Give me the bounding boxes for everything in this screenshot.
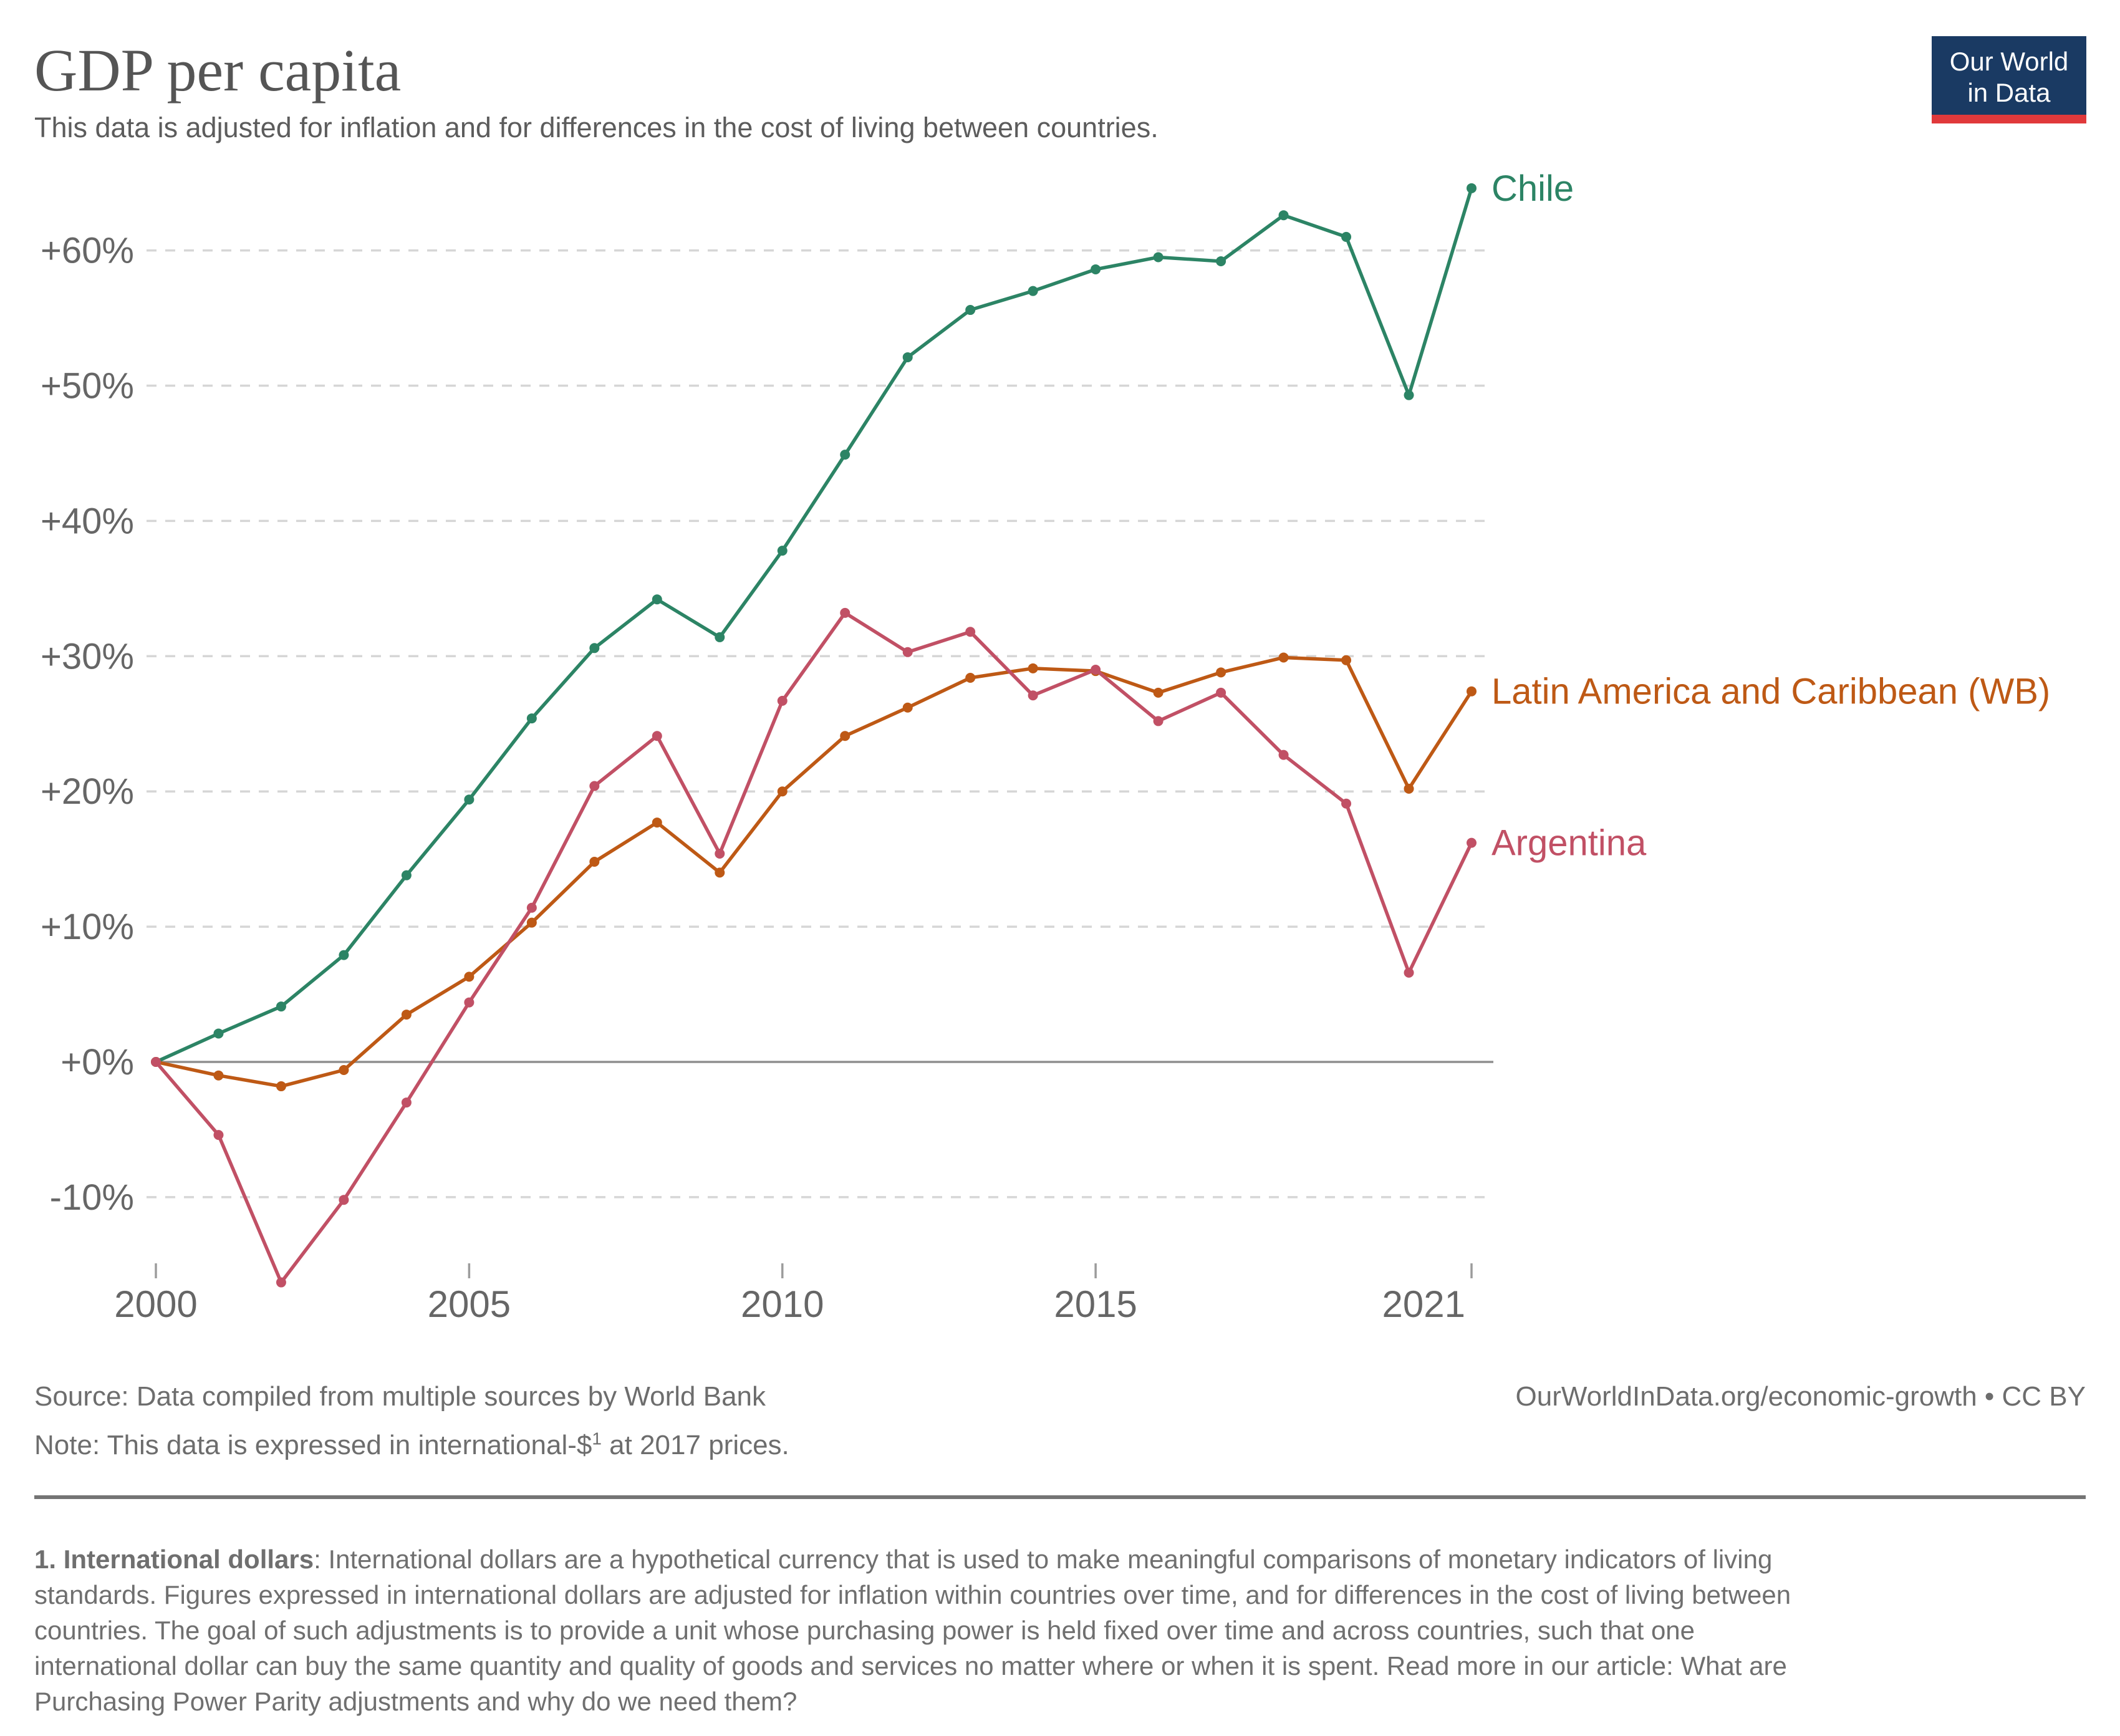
series-point-chile-2008[interactable]: [652, 594, 662, 605]
chart-subtitle: This data is adjusted for inflation and …: [34, 112, 1159, 143]
series-point-latin-america-and-caribbean-wb-2013[interactable]: [965, 673, 976, 683]
series-point-chile-2005[interactable]: [464, 794, 475, 805]
footnote-term: 1. International dollars: [34, 1545, 314, 1574]
series-point-argentina-2001[interactable]: [213, 1130, 224, 1140]
attribution-url: OurWorldInData.org/economic-growth • CC …: [1515, 1381, 2086, 1412]
series-point-latin-america-and-caribbean-wb-2004[interactable]: [401, 1010, 412, 1020]
line-chart[interactable]: +60% +50% +40% +30% +20% +10% +0% -10% 2000 2005 2…: [0, 0, 2120, 1359]
series-point-argentina-2019[interactable]: [1341, 798, 1352, 809]
series-point-latin-america-and-caribbean-wb-2010[interactable]: [777, 786, 788, 797]
series-point-chile-2021[interactable]: [1466, 183, 1477, 193]
series-point-argentina-2015[interactable]: [1091, 664, 1101, 675]
y-tick-label: +10%: [41, 907, 134, 947]
series-point-argentina-2018[interactable]: [1278, 750, 1289, 760]
y-tick-label: -10%: [50, 1177, 134, 1218]
series-point-latin-america-and-caribbean-wb-2001[interactable]: [213, 1070, 224, 1081]
chart-canvas[interactable]: +60% +50% +40% +30% +20% +10% +0% -10% 2000 2005 2…: [0, 0, 2120, 1359]
series-point-latin-america-and-caribbean-wb-2011[interactable]: [840, 731, 850, 741]
series-point-argentina-2008[interactable]: [652, 731, 662, 741]
series-point-argentina-2003[interactable]: [339, 1195, 349, 1205]
series-point-latin-america-and-caribbean-wb-2018[interactable]: [1278, 652, 1289, 663]
series-point-chile-2011[interactable]: [840, 450, 850, 460]
owid-logo-text-line1: Our World: [1949, 47, 2069, 76]
series-point-chile-2020[interactable]: [1404, 390, 1414, 400]
series-point-chile-2001[interactable]: [213, 1028, 224, 1039]
series-point-argentina-2017[interactable]: [1216, 687, 1226, 698]
series-point-latin-america-and-caribbean-wb-2003[interactable]: [339, 1065, 349, 1076]
series-point-argentina-2016[interactable]: [1153, 716, 1164, 726]
series-point-argentina-2009[interactable]: [715, 848, 725, 859]
series-point-chile-2009[interactable]: [715, 632, 725, 642]
series-point-argentina-2007[interactable]: [589, 781, 600, 791]
series-point-argentina-2020[interactable]: [1404, 967, 1414, 978]
series-point-chile-2003[interactable]: [339, 950, 349, 960]
footnote-body: : International dollars are a hypothetic…: [34, 1545, 1791, 1716]
series-point-argentina-2002[interactable]: [276, 1277, 286, 1288]
y-tick-label: +20%: [41, 771, 134, 812]
series-point-chile-2018[interactable]: [1278, 210, 1289, 221]
series-point-argentina-2013[interactable]: [965, 627, 976, 637]
series-point-chile-2010[interactable]: [777, 546, 788, 556]
series-point-argentina-2004[interactable]: [401, 1097, 412, 1108]
series-point-argentina-2005[interactable]: [464, 997, 475, 1008]
y-tick-label: +30%: [41, 636, 134, 677]
footnote-marker: 1: [592, 1429, 602, 1449]
series-point-argentina-2006[interactable]: [526, 902, 537, 913]
series-point-chile-2019[interactable]: [1341, 231, 1352, 242]
series-label-chile: Chile: [1491, 168, 1574, 209]
series-point-latin-america-and-caribbean-wb-2014[interactable]: [1028, 663, 1038, 673]
series-point-latin-america-and-caribbean-wb-2009[interactable]: [715, 867, 725, 878]
x-tick-label: 2000: [114, 1283, 197, 1325]
page-title: GDP per capita: [34, 37, 402, 104]
series-point-argentina-2000[interactable]: [151, 1057, 161, 1067]
owid-logo-red-bar: [1932, 115, 2086, 123]
x-tick-label: 2005: [428, 1283, 511, 1325]
y-tick-label: +60%: [41, 231, 134, 271]
series-point-chile-2002[interactable]: [276, 1001, 286, 1012]
series-point-latin-america-and-caribbean-wb-2020[interactable]: [1404, 783, 1414, 794]
series-point-argentina-2011[interactable]: [840, 607, 850, 618]
series-label-latin-america-and-caribbean-wb: Latin America and Caribbean (WB): [1491, 672, 2050, 712]
owid-logo: Our World in Data: [1932, 36, 2086, 123]
series-point-latin-america-and-caribbean-wb-2012[interactable]: [902, 702, 913, 713]
series-point-latin-america-and-caribbean-wb-2005[interactable]: [464, 972, 475, 982]
series-label-argentina: Argentina: [1491, 823, 1647, 864]
x-tick-label: 2021: [1382, 1283, 1465, 1325]
series-point-argentina-2021[interactable]: [1466, 837, 1477, 848]
series-point-latin-america-and-caribbean-wb-2017[interactable]: [1216, 667, 1226, 678]
series-point-chile-2013[interactable]: [965, 305, 976, 316]
series-point-chile-2017[interactable]: [1216, 256, 1226, 266]
footer-separator: [34, 1495, 2086, 1499]
series-point-chile-2014[interactable]: [1028, 286, 1038, 296]
series-point-chile-2015[interactable]: [1091, 264, 1101, 274]
x-tick-label: 2010: [741, 1283, 824, 1325]
series-point-latin-america-and-caribbean-wb-2019[interactable]: [1341, 655, 1352, 665]
owid-logo-text-line2: in Data: [1967, 78, 2051, 107]
series-point-chile-2004[interactable]: [401, 870, 412, 880]
note-text: Note: This data is expressed in internat…: [34, 1429, 789, 1460]
series-point-argentina-2010[interactable]: [777, 695, 788, 706]
series-point-chile-2007[interactable]: [589, 643, 600, 653]
series-point-argentina-2014[interactable]: [1028, 690, 1038, 701]
series-point-chile-2012[interactable]: [902, 352, 913, 362]
series-point-latin-america-and-caribbean-wb-2002[interactable]: [276, 1081, 286, 1092]
series-point-latin-america-and-caribbean-wb-2016[interactable]: [1153, 687, 1164, 698]
source-text: Source: Data compiled from multiple sour…: [34, 1381, 766, 1412]
series-point-latin-america-and-caribbean-wb-2008[interactable]: [652, 817, 662, 828]
series-point-latin-america-and-caribbean-wb-2007[interactable]: [589, 856, 600, 867]
y-tick-label: +40%: [41, 501, 134, 541]
x-tick-label: 2015: [1054, 1283, 1137, 1325]
series-point-chile-2016[interactable]: [1153, 252, 1164, 263]
series-point-chile-2006[interactable]: [526, 713, 537, 724]
series-line-chile[interactable]: [154, 186, 1473, 1064]
y-tick-label: +50%: [41, 366, 134, 407]
series-line-latin-america-and-caribbean-wb[interactable]: [154, 655, 1473, 1088]
series-point-latin-america-and-caribbean-wb-2006[interactable]: [526, 917, 537, 928]
y-tick-label: +0%: [60, 1042, 134, 1083]
footnote: 1. International dollars: International …: [34, 1541, 2092, 1719]
series-point-argentina-2012[interactable]: [902, 647, 913, 657]
series-line-argentina[interactable]: [154, 611, 1473, 1285]
series-point-latin-america-and-caribbean-wb-2021[interactable]: [1466, 686, 1477, 697]
